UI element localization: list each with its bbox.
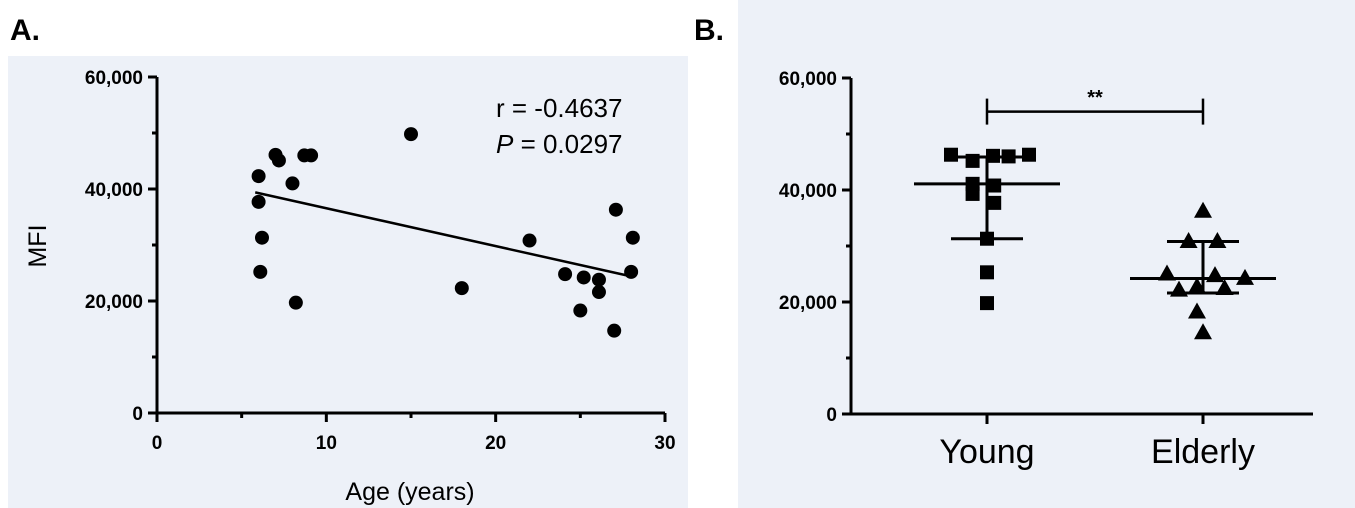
panel-a-data-point [607, 323, 622, 338]
panel-a-data-point [454, 281, 469, 296]
elderly-data-point [1215, 279, 1234, 295]
panel-a-data-point [558, 267, 573, 282]
elderly-data-point [1188, 302, 1206, 319]
panel-a-r-value: r = -0.4637 [496, 93, 622, 123]
young-data-point [944, 147, 958, 162]
elderly-data-point [1194, 323, 1212, 340]
panel-a-data-point [271, 153, 286, 168]
young-data-point [1001, 149, 1016, 164]
panel-b-background [738, 0, 1355, 508]
panel-a-y-axis-label: MFI [24, 224, 52, 267]
elderly-data-point [1170, 280, 1188, 297]
panel-a-x-axis-label: Age (years) [345, 478, 474, 506]
young-data-point [965, 153, 980, 168]
panel-b-category-young: Young [939, 433, 1034, 471]
elderly-data-point [1206, 266, 1224, 283]
elderly-data-point [1194, 201, 1212, 218]
elderly-data-point [1188, 277, 1206, 294]
significance-label: ** [1087, 87, 1103, 109]
young-data-point [1022, 147, 1036, 162]
panel-a-background [8, 56, 688, 508]
elderly-data-point [1208, 231, 1227, 248]
elderly-data-point [1179, 231, 1198, 248]
panel-a-plot: 0 20,000 40,000 60,000 0 10 20 30 [85, 68, 676, 454]
panel-a-x-tick-label: 10 [316, 433, 337, 454]
panel-b-y-tick-label: 60,000 [779, 69, 837, 90]
panel-a-data-point [404, 127, 418, 142]
panel-b-y-tick-label: 20,000 [779, 293, 837, 314]
panel-a-data-point [288, 295, 303, 310]
panel-a-x-tick-label: 30 [654, 433, 675, 454]
young-data-point [986, 148, 1000, 163]
panel-b-y-tick-label: 40,000 [779, 181, 837, 202]
panel-a-data-point [251, 169, 266, 184]
panel-b-plot: 0 20,000 40,000 60,000 [779, 69, 1313, 426]
panel-a-data-point [624, 264, 639, 279]
young-data-point [965, 186, 980, 201]
panel-a-data-point [522, 233, 537, 248]
panel-a-data-point [625, 230, 640, 245]
panel-a-data-point [608, 202, 623, 217]
panel-a-y-tick-label: 60,000 [85, 68, 143, 89]
panel-a-x-tick-label: 0 [152, 433, 163, 454]
p-value-text: = 0.0297 [513, 129, 622, 159]
young-data-point [980, 265, 994, 280]
panel-b-label: B. [694, 14, 724, 47]
young-data-point [987, 178, 1002, 193]
panel-b-y-tick-label: 0 [826, 405, 837, 426]
young-data-point [987, 195, 1002, 210]
panel-a-data-point [253, 264, 268, 279]
panel-b-category-elderly: Elderly [1151, 433, 1255, 471]
p-symbol: P [496, 129, 514, 159]
panel-a-data-point [573, 303, 588, 318]
panel-a-y-tick-label: 20,000 [85, 292, 143, 313]
panel-a-data-point [251, 194, 266, 209]
panel-a-label: A. [10, 14, 40, 47]
panel-a-data-point [576, 270, 591, 285]
elderly-data-point [1236, 268, 1254, 285]
panel-a-y-tick-label: 40,000 [85, 180, 143, 201]
panel-a-data-point [304, 148, 319, 163]
elderly-data-point [1158, 264, 1176, 281]
panel-a-data-point [591, 285, 606, 300]
panel-a-y-tick-label: 0 [132, 404, 143, 425]
panel-a-p-value: P = 0.0297 [496, 129, 623, 159]
panel-a-data-point [285, 176, 300, 191]
panel-a-x-tick-label: 20 [485, 433, 506, 454]
panel-a-regression-line [254, 191, 632, 278]
panel-a-data-point [254, 230, 269, 245]
young-data-point [980, 296, 994, 311]
young-data-point [980, 231, 994, 246]
panel-a-data-point [591, 272, 606, 287]
